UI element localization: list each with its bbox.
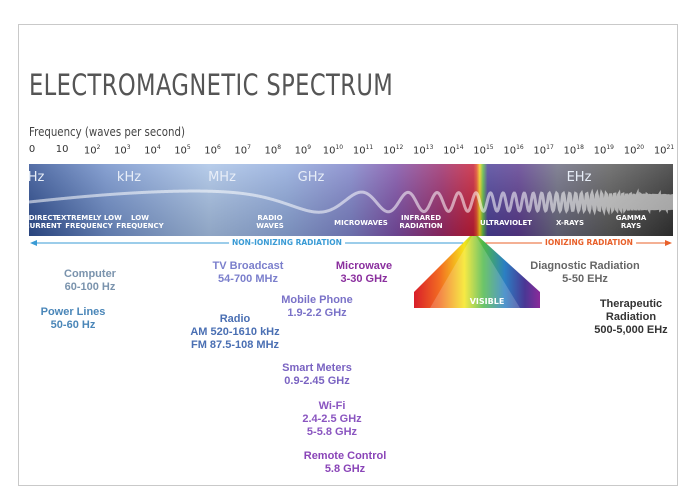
note-remote-control: Remote Control 5.8 GHz	[303, 450, 387, 475]
tick-label: 0	[28, 144, 36, 155]
tick-label: 1017	[533, 144, 554, 157]
note-wifi: Wi-Fi 2.4-2.5 GHz 5-5.8 GHz	[302, 400, 362, 438]
tick-label: 1015	[473, 144, 494, 157]
tick-label: 1018	[563, 144, 584, 157]
band-low: LOW FREQUENCY	[116, 214, 164, 230]
tick-label: 105	[174, 144, 191, 157]
tick-label: 103	[114, 144, 131, 157]
wave-line	[29, 188, 673, 216]
note-mobile-phone: Mobile Phone 1.9-2.2 GHz	[281, 294, 353, 319]
tick-label: 1012	[382, 144, 404, 157]
tick-label: 1014	[443, 144, 464, 157]
unit-mhz: MHz	[208, 170, 236, 185]
non-ionizing-label: NON-IONIZING RADIATION	[229, 238, 345, 247]
spectrum-band	[29, 164, 673, 236]
note-diagnostic-radiation: Diagnostic Radiation 5-50 EHz	[530, 260, 640, 285]
tick-label: 10	[55, 144, 69, 155]
tick-label: 1011	[352, 144, 374, 157]
band-xrays: X-RAYS	[556, 219, 584, 227]
tick-label: 1021	[653, 144, 675, 157]
band-infrared: INFRARED RADIATION	[399, 214, 443, 230]
tick-label: 1013	[413, 144, 434, 157]
tick-label: 102	[83, 144, 101, 157]
band-microwaves: MICROWAVES	[334, 219, 388, 227]
frequency-axis-label: Frequency (waves per second)	[29, 125, 185, 139]
note-smart-meters: Smart Meters 0.9-2.45 GHz	[282, 362, 352, 387]
unit-hz: Hz	[27, 170, 45, 185]
note-radio: Radio AM 520-1610 kHz FM 87.5-108 MHz	[190, 313, 280, 351]
band-ultraviolet: ULTRAVIOLET	[479, 219, 533, 227]
band-visible: VISIBLE	[469, 297, 505, 306]
band-direct-current: DIRECT CURRENT	[24, 214, 62, 230]
note-tv-broadcast: TV Broadcast 54-700 MHz	[212, 260, 284, 285]
unit-ehz: EHz	[566, 170, 592, 185]
band-extremely-low: EXTREMELY LOW FREQUENCY	[56, 214, 122, 230]
ionizing-label: IONIZING RADIATION	[542, 238, 636, 247]
note-therapeutic-radiation: Therapeutic Radiation 500-5,000 EHz	[594, 298, 668, 336]
tick-label: 1019	[593, 144, 614, 157]
tick-label: 104	[144, 144, 161, 157]
visible-prism	[414, 236, 540, 308]
band-radio: RADIO WAVES	[256, 214, 284, 230]
tick-label: 1010	[322, 144, 344, 157]
note-computer: Computer 60-100 Hz	[64, 268, 116, 293]
unit-ghz: GHz	[297, 170, 325, 185]
tick-label: 107	[234, 144, 251, 157]
tick-label: 1016	[503, 144, 524, 157]
tick-label: 109	[294, 144, 312, 157]
tick-label: 1020	[623, 144, 645, 157]
diagram-title: ELECTROMAGNETIC SPECTRUM	[29, 68, 394, 102]
note-power-lines: Power Lines 50-60 Hz	[40, 306, 106, 331]
tick-label: 106	[204, 144, 221, 157]
tick-label: 108	[264, 144, 282, 157]
band-gamma: GAMMA RAYS	[615, 214, 647, 230]
unit-khz: kHz	[116, 170, 142, 185]
figure-frame	[18, 24, 678, 486]
note-microwave: Microwave 3-30 GHz	[335, 260, 393, 285]
